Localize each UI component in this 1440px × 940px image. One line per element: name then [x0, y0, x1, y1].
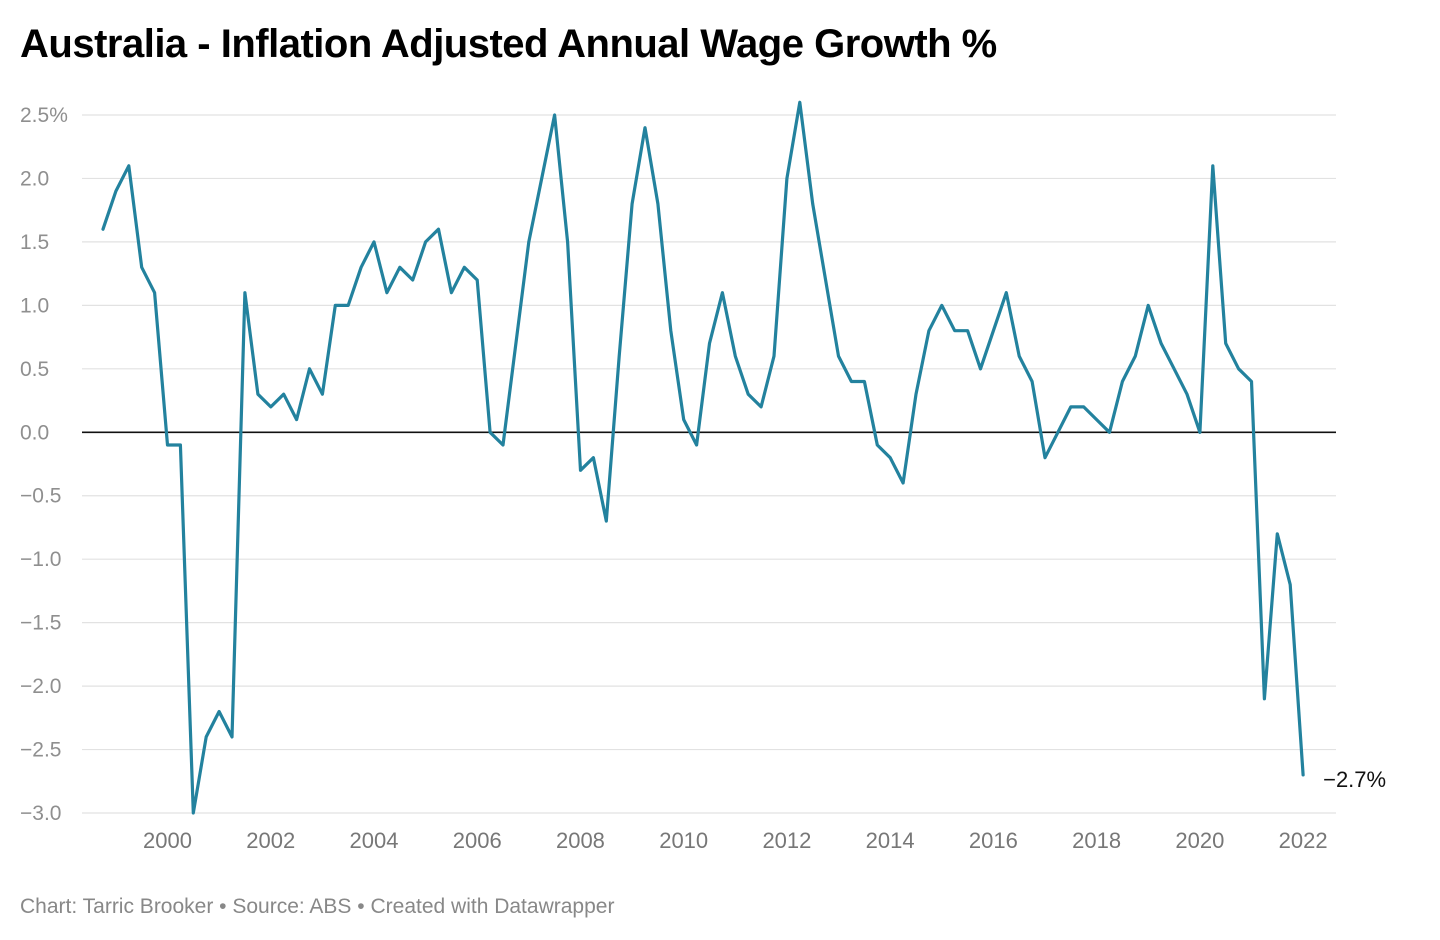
y-tick-label: 1.5	[20, 231, 49, 254]
footer-byline: Chart: Tarric Brooker	[20, 895, 214, 918]
x-tick-label: 2016	[969, 828, 1018, 853]
y-tick-label: 1.0	[20, 294, 49, 317]
wage-growth-series-line	[101, 100, 1305, 815]
x-tick-label: 2010	[659, 828, 708, 853]
x-tick-label: 2018	[1072, 828, 1121, 853]
y-axis-tick-labels: 2.5% 2.0 1.5 1.0 0.5 0.0 −0.5 −1.0 −1.5 −2.0 −2.5 −…	[20, 104, 68, 825]
y-tick-label: −2.5	[20, 739, 61, 762]
footer-tool: Created with Datawrapper	[370, 895, 615, 918]
x-tick-label: 2008	[556, 828, 605, 853]
x-tick-label: 2006	[453, 828, 502, 853]
y-tick-label: 0.0	[20, 421, 49, 444]
x-tick-label: 2002	[246, 828, 295, 853]
chart-footer: Chart: Tarric Brooker • Source: ABS • Cr…	[20, 895, 614, 919]
end-value-label: −2.7%	[1323, 767, 1386, 792]
x-tick-label: 2014	[866, 828, 915, 853]
y-tick-label: −3.0	[20, 802, 61, 825]
chart-title: Australia - Inflation Adjusted Annual Wa…	[20, 22, 997, 66]
series-line-group	[101, 100, 1305, 815]
x-tick-label: 2022	[1279, 828, 1328, 853]
footer-separator: •	[213, 895, 233, 918]
x-tick-label: 2012	[762, 828, 811, 853]
y-tick-label: −2.0	[20, 675, 61, 698]
x-tick-label: 2020	[1175, 828, 1224, 853]
x-axis-tick-labels: 2000 2002 2004 2006 2008 2010 2012 2014 2016 2018…	[143, 828, 1328, 853]
footer-source: Source: ABS	[232, 895, 352, 918]
gridlines	[82, 114, 1336, 814]
y-tick-label: −1.5	[20, 612, 61, 635]
y-tick-label: −0.5	[20, 485, 61, 508]
x-tick-label: 2000	[143, 828, 192, 853]
y-tick-label: −1.0	[20, 548, 61, 571]
y-tick-label: 2.0	[20, 167, 49, 190]
footer-separator: •	[351, 895, 371, 918]
line-chart: 2.5% 2.0 1.5 1.0 0.5 0.0 −0.5 −1.0 −1.5 −2.0 −2.5 −…	[20, 100, 1386, 853]
x-tick-label: 2004	[350, 828, 399, 853]
y-tick-label: 2.5%	[20, 104, 68, 127]
data-labels: −2.7%	[1323, 767, 1386, 792]
y-tick-label: 0.5	[20, 358, 49, 381]
